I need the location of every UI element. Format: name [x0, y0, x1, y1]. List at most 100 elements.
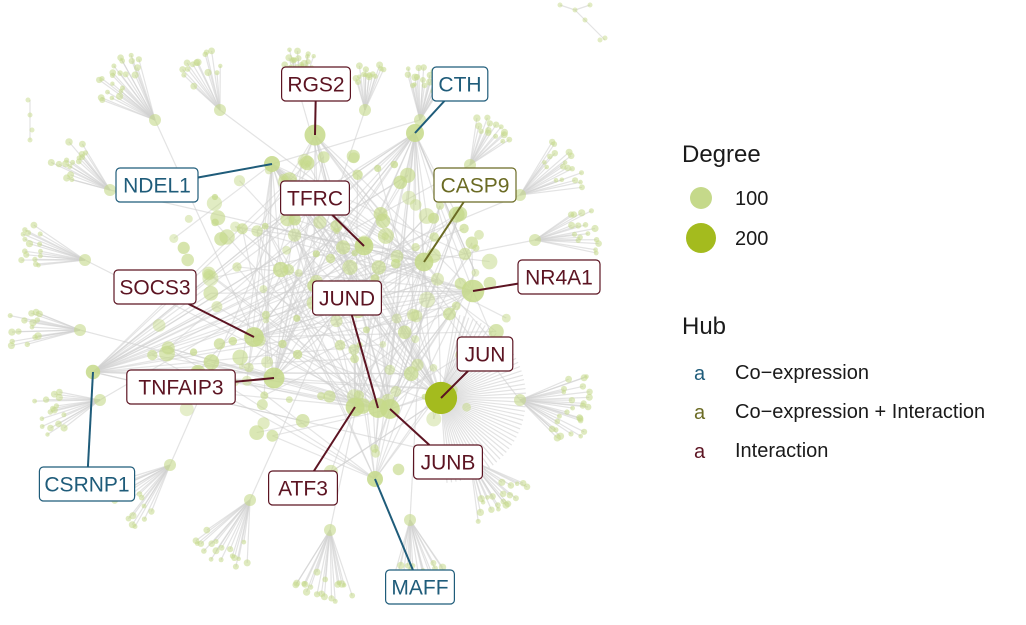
network-node [288, 228, 302, 242]
network-node [391, 313, 402, 324]
network-edge [329, 529, 333, 599]
network-edge [519, 391, 590, 401]
network-node [579, 184, 585, 191]
network-edge [208, 272, 391, 410]
network-node [390, 250, 404, 263]
network-node [97, 94, 105, 101]
network-node [74, 324, 86, 336]
network-node [61, 412, 67, 418]
legend-hub-item: a Co−expression + Interaction [694, 401, 985, 424]
legend-degree-swatch-200 [686, 223, 716, 253]
network-node [287, 47, 292, 53]
hub-leader-line [314, 100, 317, 136]
network-node [559, 177, 565, 183]
network-node [362, 66, 369, 73]
network-node [20, 231, 26, 237]
network-node [261, 356, 273, 368]
network-edge [469, 124, 497, 166]
network-edge [519, 151, 570, 196]
network-node [565, 375, 572, 383]
hub-leader-line [414, 100, 446, 134]
network-node [53, 403, 60, 409]
network-node [109, 95, 115, 101]
network-node [473, 114, 481, 122]
network-node [203, 49, 210, 55]
network-node [27, 137, 33, 143]
network-node [475, 518, 481, 524]
network-node [8, 328, 16, 336]
network-node [259, 285, 268, 294]
network-node [47, 424, 54, 432]
network-node [94, 394, 106, 406]
network-edge [469, 117, 488, 166]
network-edge [534, 239, 597, 254]
network-edge [389, 242, 473, 410]
network-node [436, 201, 444, 210]
network-node [488, 324, 504, 340]
hub-label-box [312, 280, 383, 316]
network-node [203, 354, 220, 370]
legend-degree-label: 100 [735, 188, 768, 210]
network-node [397, 325, 412, 340]
network-edge [11, 329, 81, 347]
network-edge [409, 261, 425, 521]
network-node [411, 335, 420, 344]
network-node [262, 316, 270, 324]
hub-label-rgs2: RGS2 [281, 66, 352, 136]
network-node [56, 388, 63, 396]
network-node [273, 261, 289, 278]
network-edge [72, 161, 111, 191]
network-node [407, 308, 420, 322]
network-edge [436, 279, 442, 399]
network-node [330, 314, 343, 328]
network-node [311, 54, 316, 59]
network-edge [273, 201, 324, 379]
network-node [579, 383, 587, 390]
network-node [9, 338, 15, 345]
network-node [404, 562, 411, 569]
network-node [232, 349, 248, 365]
network-node [32, 256, 38, 262]
network-node [181, 253, 194, 267]
network-node [55, 393, 63, 402]
network-node [203, 285, 219, 301]
network-node [582, 222, 589, 228]
network-node [67, 163, 73, 169]
network-node [27, 112, 33, 118]
hub-label-tnfaip3: TNFAIP3 [126, 369, 275, 405]
hub-label-box [431, 66, 489, 102]
network-node [377, 227, 394, 244]
network-node [241, 539, 247, 545]
network-edge [197, 62, 221, 111]
hub-label-box [385, 569, 456, 605]
network-node [578, 433, 583, 439]
network-node [371, 260, 386, 275]
hub-leader-line [331, 214, 365, 247]
network-node [412, 82, 417, 87]
network-node [580, 374, 588, 382]
network-node [562, 160, 568, 165]
network-node [281, 61, 289, 68]
network-node [39, 424, 45, 429]
hub-label-box [115, 167, 199, 203]
network-edge [211, 50, 221, 111]
legend-degree-item: 100 [690, 187, 768, 210]
legend-hub-label: Co−expression + Interaction [735, 401, 985, 423]
network-node [500, 490, 507, 497]
network-node [201, 548, 207, 554]
legend-hub-item: a Co−expression [694, 362, 869, 385]
network-node [47, 159, 55, 166]
network-node [141, 503, 147, 509]
network-node [390, 386, 402, 397]
network-edge [519, 399, 573, 409]
network-node [125, 515, 132, 522]
hub-label-text: CSRNP1 [44, 474, 129, 497]
hub-leader-line [188, 303, 255, 338]
network-node [462, 402, 471, 412]
network-edge [128, 464, 171, 479]
network-node [481, 253, 498, 270]
hub-label-text: ATF3 [278, 478, 328, 501]
network-node [584, 403, 592, 411]
network-node [79, 254, 91, 266]
network-node [70, 159, 76, 165]
